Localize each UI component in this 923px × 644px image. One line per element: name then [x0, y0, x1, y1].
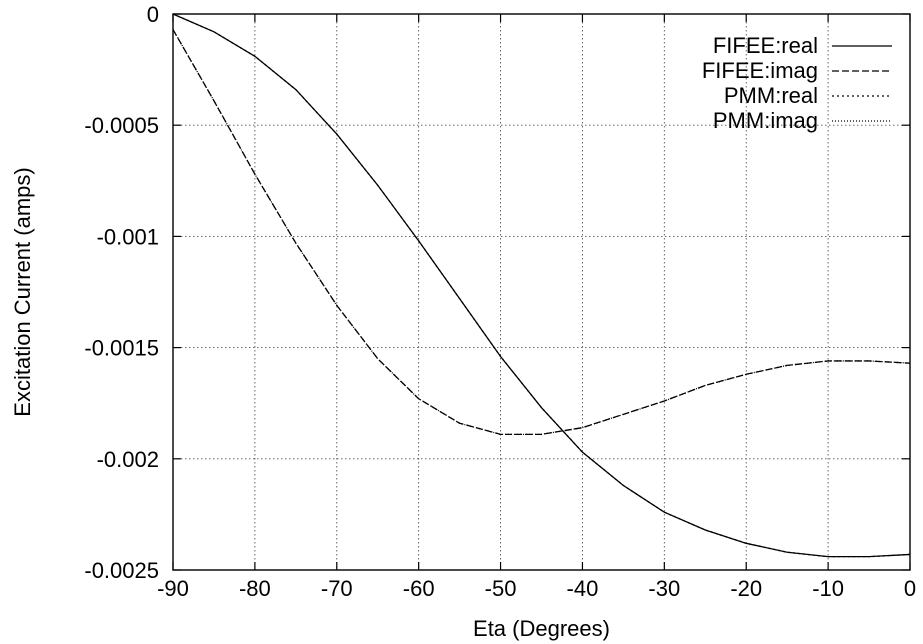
plot-frame — [172, 13, 911, 571]
x-tick-label: -30 — [648, 576, 680, 601]
x-tick-label: -90 — [157, 576, 189, 601]
x-tick-label: -10 — [812, 576, 844, 601]
y-tick-label: -0.0015 — [84, 336, 159, 361]
y-tick-labels: 0 -0.0005 -0.001 -0.0015 -0.002 -0.0025 — [84, 2, 159, 583]
legend-label: FIFEE:imag — [702, 58, 818, 83]
x-axis-label: Eta (Degrees) — [473, 616, 610, 641]
y-tick-label: -0.001 — [97, 224, 159, 249]
y-tick-label: 0 — [147, 2, 159, 27]
legend-label: PMM:real — [724, 83, 818, 108]
series-line-fifee-imag — [172, 29, 911, 435]
x-tick-labels: -90 -80 -70 -60 -50 -40 -30 -20 -10 0 — [157, 576, 916, 601]
tick-marks — [172, 13, 911, 571]
y-tick-label: -0.0005 — [84, 113, 159, 138]
grid — [173, 14, 910, 570]
x-tick-label: -60 — [403, 576, 435, 601]
x-tick-label: -70 — [321, 576, 353, 601]
series-line-fifee-real — [172, 13, 911, 558]
y-tick-label: -0.002 — [97, 447, 159, 472]
y-axis-label: Excitation Current (amps) — [10, 167, 35, 416]
x-tick-label: -50 — [485, 576, 517, 601]
legend-label: PMM:imag — [713, 108, 818, 133]
x-tick-label: -20 — [730, 576, 762, 601]
x-tick-label: -80 — [239, 576, 271, 601]
y-tick-label: -0.0025 — [84, 558, 159, 583]
series-lines — [172, 13, 911, 558]
x-tick-label: 0 — [904, 576, 916, 601]
x-tick-label: -40 — [567, 576, 599, 601]
legend-label: FIFEE:real — [713, 33, 818, 58]
